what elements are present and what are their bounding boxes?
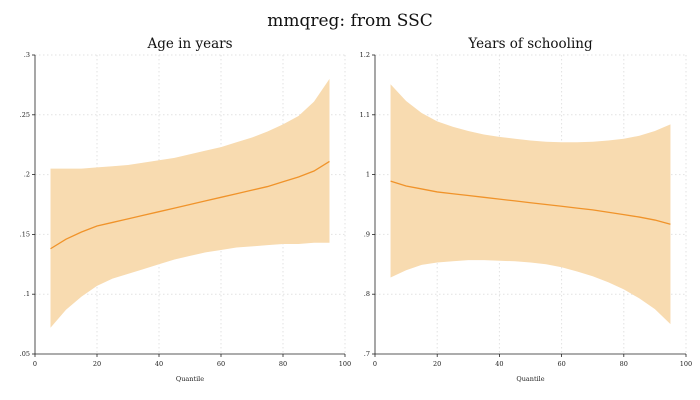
x-tick-label: 80 <box>279 360 287 368</box>
y-tick-label: .8 <box>364 290 370 298</box>
x-tick-label: 80 <box>620 360 628 368</box>
panels-group: Age in years .05 .1 .15 .2 .25 .3 0 20 40 60 80 100 Q… <box>20 36 693 383</box>
chart-panel-2: Years of schooling .7 .8 .9 1 1.1 1.2 0 20 40 60 80… <box>360 36 693 383</box>
x-tick-label: 0 <box>33 360 37 368</box>
x-tick-label: 0 <box>373 360 377 368</box>
y-tick-label: 1.2 <box>360 51 370 59</box>
y-tick-label: .15 <box>20 230 30 238</box>
x-tick-label: 100 <box>680 360 692 368</box>
x-tick-label: 60 <box>217 360 225 368</box>
x-axis-label: Quantile <box>516 375 544 383</box>
estimate-line <box>390 180 671 225</box>
y-tick-label: .9 <box>364 230 370 238</box>
y-tick-label: .2 <box>24 171 30 179</box>
chart-panel-1: Age in years .05 .1 .15 .2 .25 .3 0 20 40 60 80 100 Q… <box>20 36 352 383</box>
x-tick-label: 20 <box>433 360 441 368</box>
confidence-band <box>50 78 330 328</box>
x-tick-label: 40 <box>155 360 163 368</box>
x-tick-label: 40 <box>495 360 503 368</box>
y-tick-label: .25 <box>20 111 30 119</box>
x-tick-label: 100 <box>339 360 351 368</box>
x-tick-label: 20 <box>93 360 101 368</box>
y-tick-label: .1 <box>24 290 30 298</box>
y-tick-label: .7 <box>364 350 370 358</box>
y-tick-label: .05 <box>20 350 30 358</box>
panel-title: Years of schooling <box>467 36 593 52</box>
confidence-band <box>390 84 671 325</box>
panel-title: Age in years <box>146 36 232 52</box>
x-tick-label: 60 <box>557 360 565 368</box>
estimate-line <box>50 160 330 250</box>
y-tick-label: 1 <box>366 171 370 179</box>
x-axis-label: Quantile <box>176 375 204 383</box>
y-tick-label: .3 <box>24 51 30 59</box>
figure-title: mmqreg: from SSC <box>267 11 433 31</box>
y-tick-label: 1.1 <box>360 111 370 119</box>
